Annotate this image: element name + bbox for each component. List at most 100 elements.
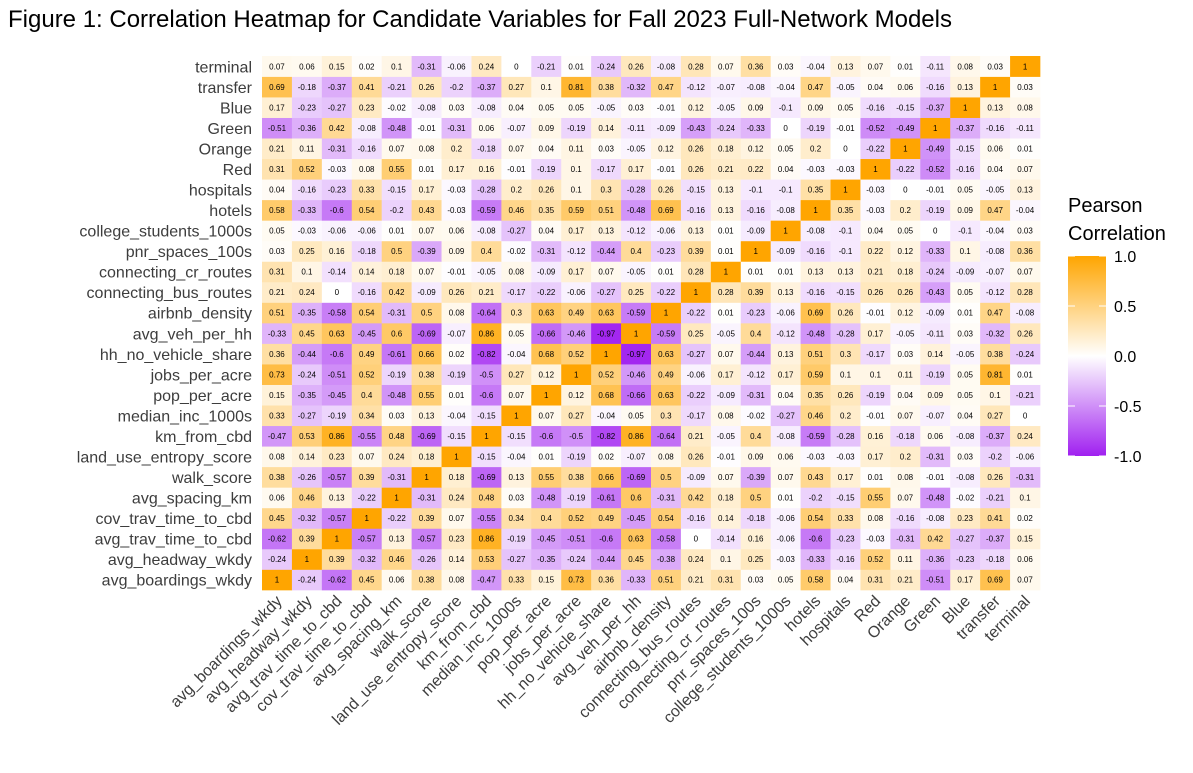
heatmap-cell [800,446,831,468]
heatmap-cell [680,569,712,591]
heatmap-cell [291,117,323,139]
y-tick-label: hh_no_vehicle_share [100,347,252,364]
heatmap-cell [890,548,921,570]
heatmap-cell [1010,425,1041,447]
heatmap-cell [262,281,293,303]
cell-value-label: 0.17 [419,186,435,195]
heatmap-cell [441,56,472,77]
heatmap-cell [501,446,532,468]
heatmap-cell [740,138,772,160]
cell-value-label: -0.57 [328,514,347,523]
cell-value-label: 0.01 [748,268,764,277]
heatmap-cell [501,117,532,139]
heatmap-cell [680,548,712,570]
cell-value-label: 0.36 [598,576,614,585]
heatmap-cell [860,446,891,468]
cell-value-label: 0.55 [419,391,435,400]
cell-value-label: -0.22 [896,165,915,174]
heatmap-cell [651,199,682,221]
cell-value-label: 0.45 [359,576,375,585]
heatmap-cell [770,364,801,385]
heatmap-cell [770,302,801,324]
cell-value-label: 0.5 [421,309,433,318]
heatmap-cell [740,76,772,98]
heatmap-cell [441,97,472,118]
cell-value-label: -0.05 [477,268,496,277]
heatmap-cell [890,138,921,160]
heatmap-cell [441,281,472,303]
cell-value-label: 0.14 [449,555,465,564]
legend-tick-label: 1.0 [1114,249,1136,266]
cell-value-label: -0.31 [417,62,436,71]
heatmap-cell [860,240,891,262]
cell-value-label: 0.2 [511,186,523,195]
heatmap-cell [561,384,592,406]
cell-value-label: 0.6 [630,494,642,503]
y-tick-label: terminal [195,59,252,76]
cell-value-label: 1 [783,227,788,236]
heatmap-cell [411,158,442,180]
cell-value-label: -0.97 [597,329,616,338]
heatmap-cell [262,548,293,570]
heatmap-cell [591,240,622,262]
cell-value-label: 0.12 [658,144,674,153]
heatmap-cell [920,179,951,201]
heatmap-cell [471,364,502,385]
heatmap-cell [980,76,1011,98]
cell-value-label: 0.26 [538,186,554,195]
cell-value-label: 0.17 [568,227,584,236]
heatmap-cell [561,76,592,98]
heatmap-cell [830,548,861,570]
heatmap-cell [321,507,353,529]
y-axis-tick-labels: avg_boardings_wkdy avg_headway_wkdy avg_tr… [77,59,253,589]
cell-value-label: 0.13 [957,83,973,92]
cell-value-label: 0.01 [898,62,914,71]
heatmap-cell [591,569,622,591]
cell-value-label: 0.5 [660,473,672,482]
cell-value-label: -0.08 [777,432,796,441]
heatmap-cell [680,281,712,303]
heatmap-cell [680,446,712,468]
heatmap-cell [651,117,682,139]
cell-value-label: -0.48 [806,329,825,338]
cell-value-label: -0.69 [417,432,436,441]
cell-value-label: -0.06 [328,227,347,236]
cell-value-label: 0.23 [449,535,465,544]
cell-value-label: 0.26 [688,165,704,174]
heatmap-cells [262,56,1041,591]
heatmap-cell [890,76,921,98]
heatmap-cell [740,302,772,324]
cell-value-label: 0.69 [808,309,824,318]
cell-value-label: -0.16 [806,288,825,297]
cell-value-label: 0.13 [1017,186,1033,195]
heatmap-cell [950,117,981,139]
cell-value-label: -0.07 [986,268,1005,277]
cell-value-label: 0.14 [598,124,614,133]
heatmap-cell [770,240,801,262]
heatmap-cell [860,548,891,570]
cell-value-label: -0.32 [986,329,1005,338]
cell-value-label: 0.08 [718,411,734,420]
heatmap-cell [651,446,682,468]
heatmap-cell [770,76,801,98]
cell-value-label: -0.39 [747,473,766,482]
heatmap-cell [680,528,712,550]
cell-value-label: 0.07 [898,494,914,503]
heatmap-cell [950,466,981,488]
cell-value-label: -0.08 [1016,309,1035,318]
heatmap-cell [920,528,951,550]
heatmap-cell [441,323,472,344]
cell-value-label: 0.22 [868,247,884,256]
cell-value-label: -0.05 [627,144,646,153]
cell-value-label: 0.28 [688,62,704,71]
heatmap-cell [351,446,383,468]
y-tick-label: avg_headway_wkdy [108,552,252,569]
heatmap-cell [531,302,562,324]
cell-value-label: -0.01 [417,124,436,133]
cell-value-label: 0.06 [898,83,914,92]
cell-value-label: -0.03 [447,206,466,215]
cell-value-label: 1 [933,124,938,133]
cell-value-label: -0.04 [777,83,796,92]
cell-value-label: 0.09 [808,103,824,112]
cell-value-label: 0.43 [808,473,824,482]
